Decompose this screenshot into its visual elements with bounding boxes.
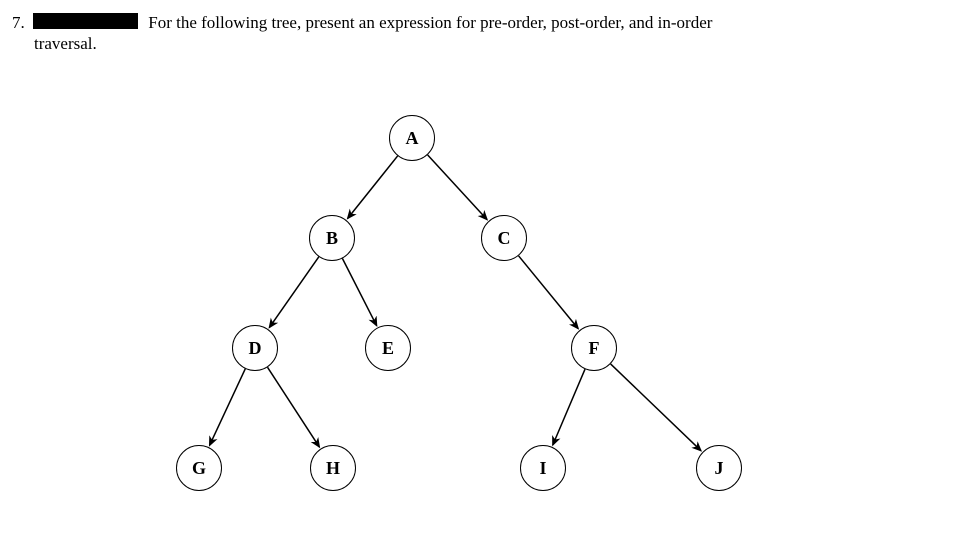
tree-edge-f-j <box>611 364 701 451</box>
tree-node-d: D <box>232 325 278 371</box>
tree-node-f: F <box>571 325 617 371</box>
tree-node-j: J <box>696 445 742 491</box>
tree-node-b: B <box>309 215 355 261</box>
question-text-line1: For the following tree, present an expre… <box>148 13 712 32</box>
tree-node-i: I <box>520 445 566 491</box>
question-text-line2: traversal. <box>34 34 97 54</box>
question-header: 7. For the following tree, present an ex… <box>12 12 712 35</box>
tree-edge-c-f <box>519 256 579 329</box>
question-number: 7. <box>12 12 25 35</box>
tree-edge-f-i <box>553 369 585 445</box>
tree-node-a: A <box>389 115 435 161</box>
tree-diagram: A B C D E F G H I J <box>0 115 972 539</box>
tree-node-c: C <box>481 215 527 261</box>
tree-edges-svg <box>0 115 972 539</box>
tree-edge-a-c <box>428 155 488 220</box>
tree-node-e: E <box>365 325 411 371</box>
tree-node-h: H <box>310 445 356 491</box>
tree-edge-d-g <box>210 369 246 446</box>
tree-edge-b-d <box>269 257 318 328</box>
tree-edge-b-e <box>342 258 376 325</box>
redacted-box <box>33 13 138 29</box>
tree-edge-a-b <box>348 156 398 219</box>
tree-edge-d-h <box>268 367 320 447</box>
tree-node-g: G <box>176 445 222 491</box>
